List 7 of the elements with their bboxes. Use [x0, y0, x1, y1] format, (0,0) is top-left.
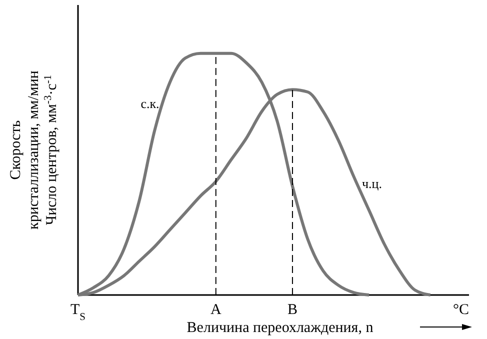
- x-axis-title: Величина переохлаждения, n: [186, 320, 374, 336]
- annotation: с.к.: [140, 96, 160, 111]
- x-tick-label: T$_{S}$: [70, 302, 86, 322]
- x-tick-label: A: [210, 302, 222, 318]
- x-tick-label: B: [287, 302, 298, 318]
- x-tick-label: °C: [452, 302, 470, 318]
- annotation: ч.ц.: [362, 176, 382, 191]
